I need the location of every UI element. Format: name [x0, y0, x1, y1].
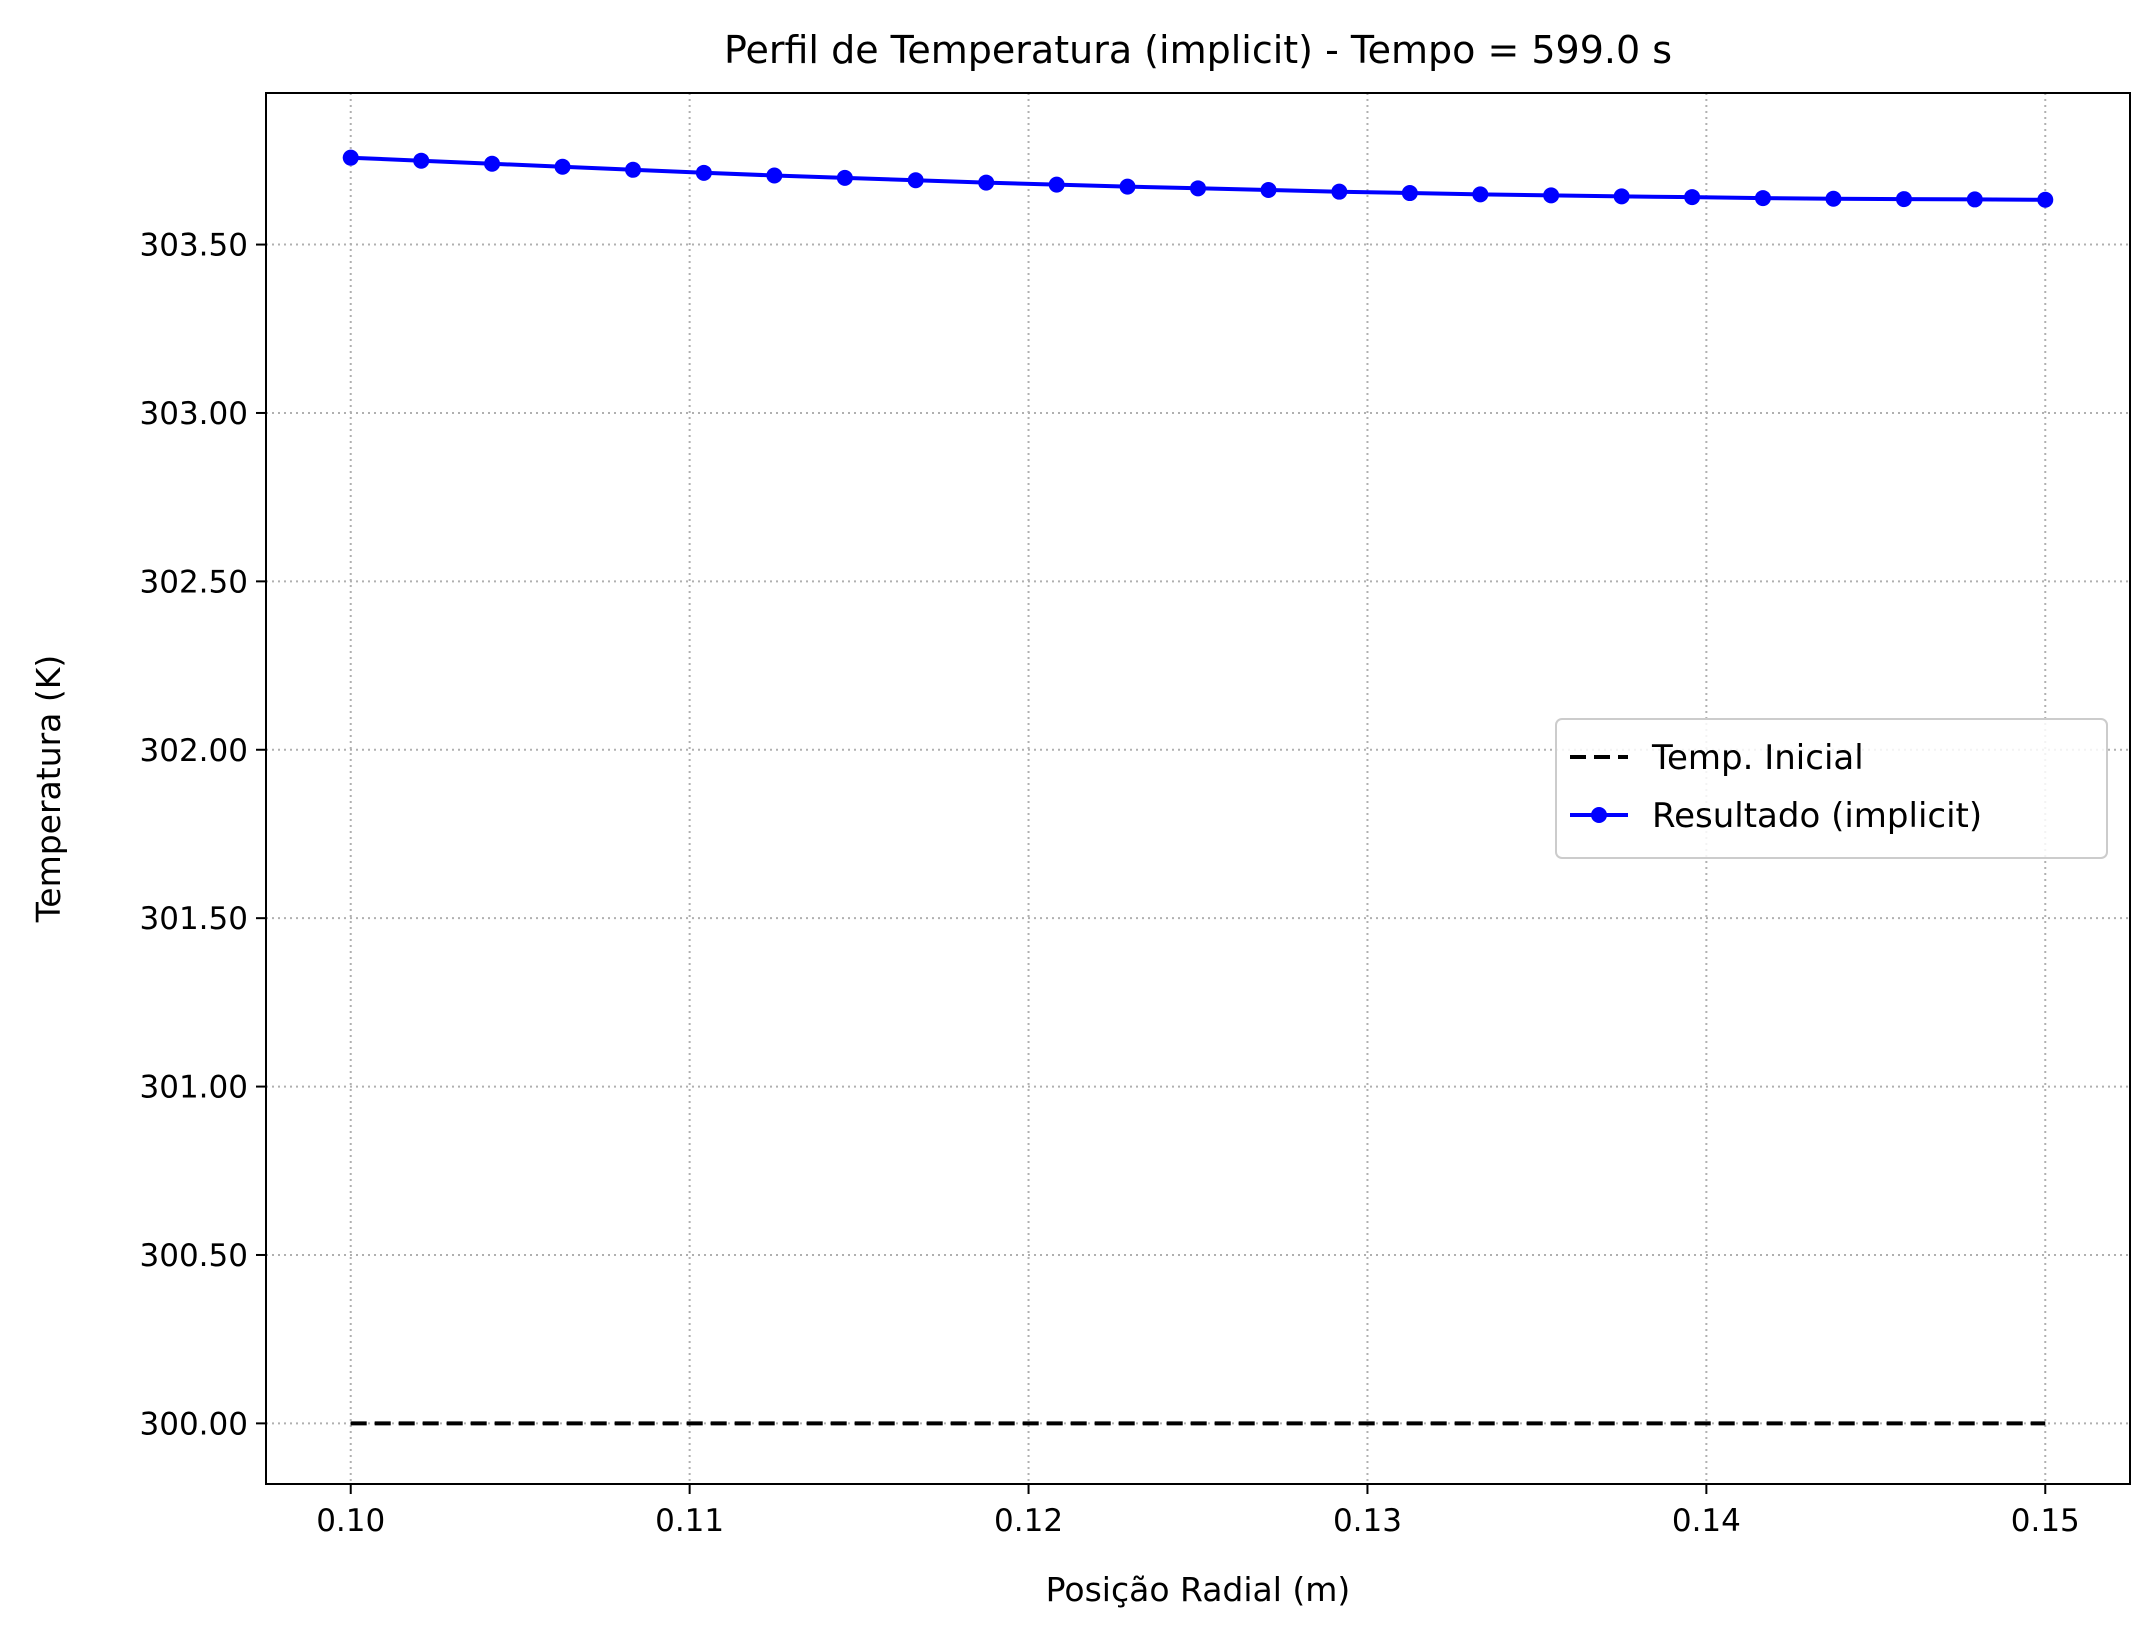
series-point	[1331, 183, 1348, 200]
y-axis-label: Temperatura (K)	[29, 655, 68, 924]
y-tick-label: 300.00	[140, 1406, 248, 1442]
y-tick-label: 303.50	[140, 228, 248, 264]
series-point	[1966, 191, 1983, 208]
x-tick-label: 0.13	[1333, 1503, 1402, 1539]
y-tick-label: 302.50	[140, 564, 248, 600]
x-tick-label: 0.10	[316, 1503, 385, 1539]
series-point	[1260, 181, 1277, 198]
series-point	[1613, 188, 1630, 205]
series-point	[978, 174, 995, 191]
legend-label-0: Temp. Inicial	[1651, 738, 1864, 778]
y-tick-label: 302.00	[140, 733, 248, 769]
series-point	[1825, 190, 1842, 207]
x-tick-label: 0.14	[1672, 1503, 1741, 1539]
series-point	[1190, 180, 1206, 197]
series-point	[413, 152, 430, 169]
y-tick-label: 301.50	[140, 901, 248, 937]
y-tick-label: 303.00	[140, 396, 248, 432]
series-point	[1119, 178, 1136, 195]
x-tick-label: 0.12	[994, 1503, 1063, 1539]
series-point	[695, 164, 712, 181]
series-point	[1472, 186, 1489, 203]
chart-title: Perfil de Temperatura (implicit) - Tempo…	[724, 28, 1672, 72]
series-point	[625, 161, 642, 178]
series-point	[1895, 191, 1912, 208]
series-point	[554, 158, 571, 175]
x-axis: 0.10 0.11 0.12 0.13 0.14 0.15	[316, 1484, 2080, 1539]
legend-label-1: Resultado (implicit)	[1652, 796, 1982, 836]
series-point	[836, 169, 853, 186]
y-axis: 300.00 300.50 301.00 301.50 302.00 302.50 303.…	[140, 228, 266, 1442]
legend-marker-1	[1591, 807, 1607, 823]
x-tick-label: 0.15	[2011, 1503, 2080, 1539]
series-point	[1048, 176, 1065, 193]
y-tick-label: 300.50	[140, 1238, 248, 1274]
y-tick-label: 301.00	[140, 1070, 248, 1106]
series-point	[484, 155, 501, 172]
legend-box	[1555, 718, 2108, 859]
series-point	[766, 167, 783, 184]
x-axis-label: Posição Radial (m)	[1046, 1570, 1351, 1609]
series-point	[1543, 187, 1560, 204]
plot-frame	[265, 92, 2131, 1485]
series-point	[1754, 190, 1771, 207]
legend: Temp. Inicial Resultado (implicit)	[1555, 718, 2108, 859]
plot-series	[342, 149, 2054, 1426]
series-point	[2037, 191, 2054, 208]
series-point	[907, 172, 924, 189]
x-tick-label: 0.11	[655, 1503, 724, 1539]
series-point	[342, 149, 359, 166]
series-point	[1401, 185, 1418, 202]
series-point	[1684, 189, 1701, 206]
